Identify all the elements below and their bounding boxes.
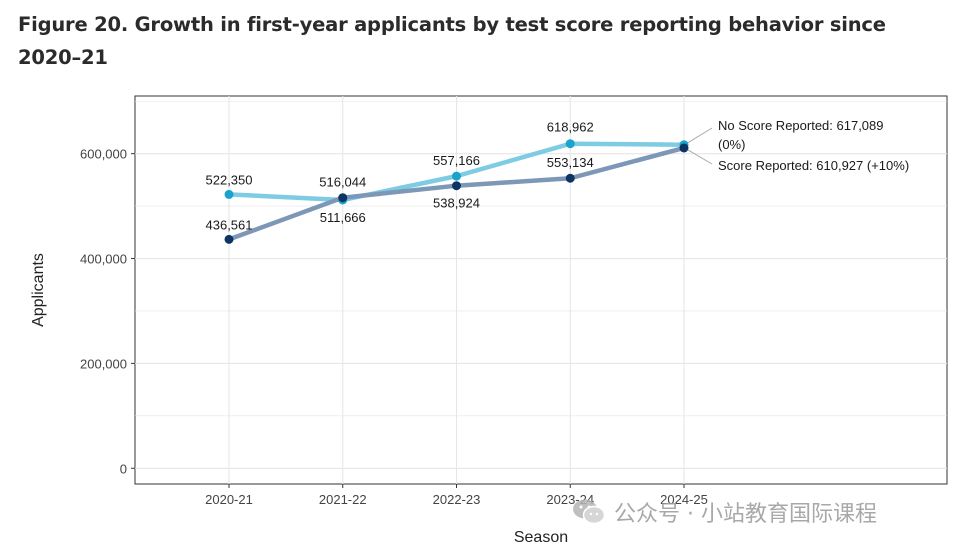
y-axis-title: Applicants — [30, 253, 47, 327]
data-label-score: 538,924 — [433, 196, 480, 211]
x-tick-label: 2021-22 — [319, 492, 367, 507]
leader-line-score — [687, 149, 713, 165]
x-tick-label: 2024-25 — [660, 492, 708, 507]
data-point-score — [224, 234, 234, 244]
data-point-no-score — [565, 139, 575, 149]
axis-layer: 0 200,000 400,000 600,000 2020-21 2021-22 2022… — [80, 147, 708, 507]
end-label-no-score-change: (0%) — [718, 137, 745, 152]
data-point-score — [679, 143, 689, 153]
watermark-text: 公众号 · 小站教育国际课程 — [614, 502, 877, 527]
x-tick-label: 2022-23 — [433, 492, 481, 507]
data-point-no-score — [452, 171, 461, 181]
y-tick-label: 200,000 — [80, 356, 127, 371]
leader-line-no-score — [687, 127, 713, 144]
watermark: 公众号 · 小站教育国际课程 — [572, 496, 877, 528]
data-point-score — [565, 173, 575, 183]
data-label-no-score: 557,166 — [433, 153, 480, 168]
wechat-icon — [573, 499, 606, 525]
data-label-no-score: 522,350 — [206, 172, 253, 187]
series-layer — [224, 139, 689, 244]
y-tick-label: 0 — [120, 461, 127, 476]
figure-title: Figure 20. Growth in first-year applican… — [18, 13, 886, 69]
data-label-score: 436,561 — [206, 217, 253, 232]
label-layer: 522,350 511,666 557,166 618,962 436,561 516,0… — [206, 118, 910, 232]
data-point-no-score — [224, 189, 234, 199]
y-tick-label: 400,000 — [80, 252, 127, 267]
y-tick-label: 600,000 — [80, 147, 127, 162]
data-label-score: 516,044 — [319, 175, 366, 190]
grid-layer — [135, 96, 947, 484]
data-label-no-score: 511,666 — [320, 210, 366, 225]
data-label-no-score: 618,962 — [547, 120, 594, 135]
data-label-score: 553,134 — [547, 155, 594, 170]
data-point-score — [338, 193, 348, 203]
data-point-score — [452, 181, 461, 191]
x-axis-title: Season — [514, 529, 568, 546]
plot-panel — [134, 95, 948, 485]
x-tick-label: 2020-21 — [205, 492, 253, 507]
end-label-score: Score Reported: 610,927 (+10%) — [718, 158, 909, 173]
end-label-no-score: No Score Reported: 617,089 — [718, 118, 884, 133]
